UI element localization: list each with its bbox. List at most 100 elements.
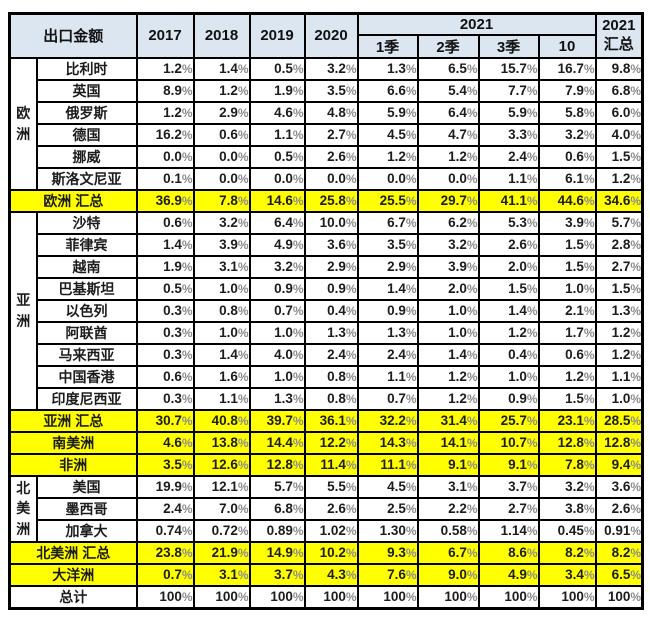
country-label: 阿联酋 <box>35 320 138 345</box>
value-cell: 8.2% <box>594 540 644 565</box>
value-cell: 1.1% <box>594 364 644 389</box>
value-cell: 1.2% <box>477 320 540 345</box>
value-cell: 14.6% <box>248 188 306 213</box>
value-cell: 6.7% <box>356 210 419 235</box>
country-label: 加拿大 <box>35 518 138 543</box>
value-cell: 1.6% <box>192 364 251 389</box>
value-cell: 0.5% <box>135 276 195 301</box>
country-label: 菲律宾 <box>35 232 138 257</box>
header-row-top: 出口金额 2017 2018 2019 2020 2021 2021 汇总 <box>8 12 644 59</box>
country-row: 阿联酋 0.3% 1.0% 1.0% 1.3% 1.3% 1.0% 1.2% 1.7% 1.2% <box>10 320 644 345</box>
corner-header-cell: 出口金额 <box>8 12 138 59</box>
value-cell: 3.9% <box>537 210 597 235</box>
value-cell: 1.02% <box>303 518 359 543</box>
value-cell: 28.5% <box>594 408 644 433</box>
value-cell: 0.0% <box>248 166 306 191</box>
summary-header-line1: 2021 <box>602 17 636 34</box>
value-cell: 1.30% <box>356 518 419 543</box>
region-total-label: 大洋洲 <box>8 562 138 587</box>
value-cell: 2.8% <box>594 232 644 257</box>
value-cell: 1.0% <box>248 364 306 389</box>
country-row: 北美洲美国 19.9% 12.1% 5.7% 5.5% 4.5% 3.1% 3.7% 3.2% 3… <box>8 474 644 543</box>
value-cell: 7.9% <box>537 78 597 103</box>
value-cell: 3.5% <box>303 78 359 103</box>
value-cell: 14.9% <box>248 540 306 565</box>
value-cell: 34.6% <box>594 188 644 213</box>
value-cell: 1.0% <box>416 298 480 323</box>
value-cell: 3.7% <box>477 474 540 499</box>
grand-total-label: 总计 <box>8 584 138 609</box>
value-cell: 100% <box>477 584 540 609</box>
value-cell: 3.8% <box>537 496 597 521</box>
country-label: 马来西亚 <box>35 342 138 367</box>
value-cell: 6.1% <box>537 166 597 191</box>
value-cell: 1.7% <box>537 320 597 345</box>
value-cell: 9.0% <box>416 562 480 587</box>
value-cell: 14.4% <box>248 430 306 455</box>
value-cell: 3.6% <box>303 232 359 257</box>
period-header-q2: 2季 <box>416 33 480 59</box>
value-cell: 6.0% <box>594 100 644 125</box>
country-row: 挪威 0.0% 0.0% 0.5% 2.6% 1.2% 1.2% 2.4% 0.6% 1.5% <box>10 144 644 169</box>
country-row: 巴基斯坦 0.5% 1.0% 0.9% 0.9% 1.4% 2.0% 1.5% 1.0% 1.5% <box>10 276 644 301</box>
year-header-2019: 2019 <box>248 12 306 59</box>
value-cell: 0.3% <box>135 298 195 323</box>
value-cell: 25.8% <box>303 188 359 213</box>
value-cell: 3.1% <box>192 254 251 279</box>
value-cell: 3.9% <box>192 232 251 257</box>
value-cell: 1.9% <box>135 254 195 279</box>
value-cell: 6.6% <box>356 78 419 103</box>
value-cell: 23.1% <box>537 408 597 433</box>
value-cell: 1.2% <box>594 320 644 345</box>
value-cell: 10.0% <box>303 210 359 235</box>
country-row: 越南 1.9% 3.1% 3.2% 2.9% 2.9% 3.9% 2.0% 1.5% 2.7% <box>10 254 644 279</box>
value-cell: 1.1% <box>248 122 306 147</box>
region-total-label: 欧洲 汇总 <box>8 188 138 213</box>
period-header-q3: 3季 <box>477 33 540 59</box>
value-cell: 0.4% <box>303 298 359 323</box>
value-cell: 0.7% <box>135 562 195 587</box>
country-label: 斯洛文尼亚 <box>35 166 138 191</box>
value-cell: 25.5% <box>356 188 419 213</box>
country-label: 印度尼西亚 <box>35 386 138 411</box>
value-cell: 1.5% <box>537 254 597 279</box>
year-header-2020: 2020 <box>303 12 359 59</box>
value-cell: 2.0% <box>416 276 480 301</box>
value-cell: 15.7% <box>477 56 540 81</box>
value-cell: 2.9% <box>356 254 419 279</box>
value-cell: 2.1% <box>537 298 597 323</box>
country-row: 德国 16.2% 0.6% 1.1% 2.7% 4.5% 4.7% 3.3% 3.2% 4.0% <box>10 122 644 147</box>
value-cell: 2.9% <box>303 254 359 279</box>
value-cell: 4.5% <box>356 122 419 147</box>
value-cell: 0.5% <box>248 144 306 169</box>
value-cell: 9.3% <box>356 540 419 565</box>
value-cell: 1.0% <box>594 386 644 411</box>
value-cell: 0.6% <box>537 144 597 169</box>
value-cell: 0.8% <box>303 386 359 411</box>
value-cell: 1.4% <box>135 232 195 257</box>
value-cell: 3.2% <box>192 210 251 235</box>
value-cell: 0.0% <box>416 166 480 191</box>
region-total-label: 北美洲 汇总 <box>8 540 138 565</box>
value-cell: 0.6% <box>135 210 195 235</box>
value-cell: 4.9% <box>248 232 306 257</box>
value-cell: 1.3% <box>356 320 419 345</box>
value-cell: 7.6% <box>356 562 419 587</box>
region-total-label: 非洲 <box>8 452 138 477</box>
value-cell: 0.9% <box>477 386 540 411</box>
value-cell: 31.4% <box>416 408 480 433</box>
value-cell: 10.2% <box>303 540 359 565</box>
region-total-row: 大洋洲 0.7% 3.1% 3.7% 4.3% 7.6% 9.0% 4.9% 3.4% 6.5% <box>8 562 644 587</box>
value-cell: 0.0% <box>303 166 359 191</box>
value-cell: 9.1% <box>416 452 480 477</box>
value-cell: 4.5% <box>356 474 419 499</box>
value-cell: 6.4% <box>248 210 306 235</box>
value-cell: 14.3% <box>356 430 419 455</box>
country-label: 挪威 <box>35 144 138 169</box>
value-cell: 0.4% <box>477 342 540 367</box>
value-cell: 2.4% <box>135 496 195 521</box>
value-cell: 5.9% <box>477 100 540 125</box>
value-cell: 5.4% <box>416 78 480 103</box>
value-cell: 6.2% <box>416 210 480 235</box>
